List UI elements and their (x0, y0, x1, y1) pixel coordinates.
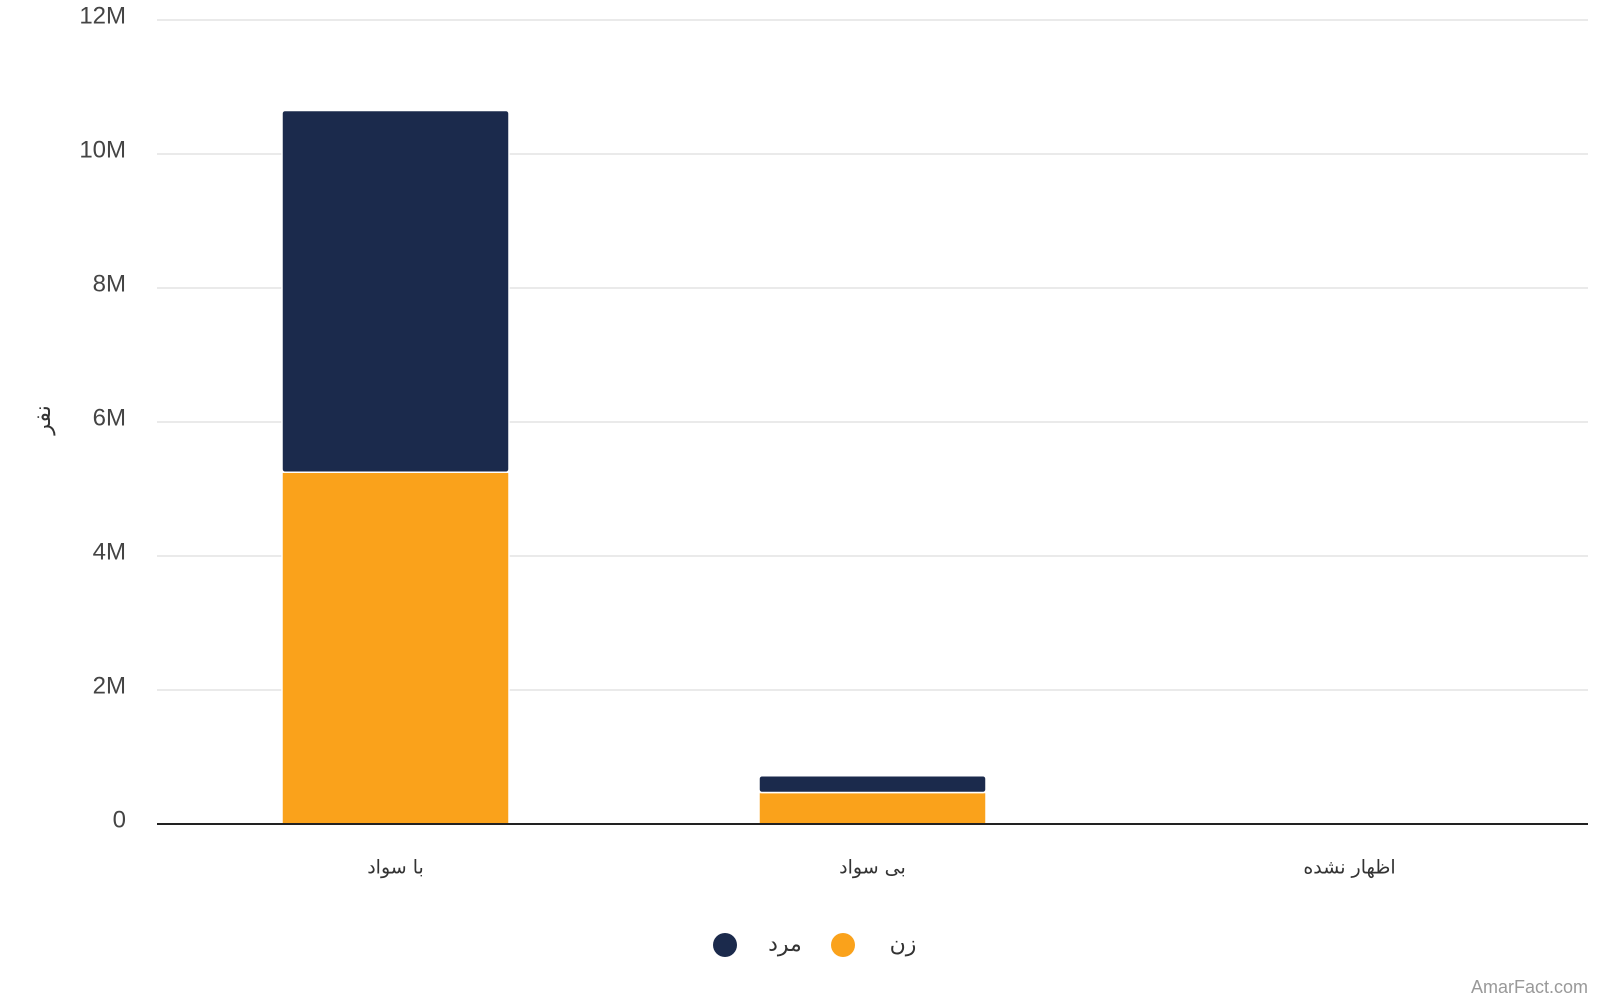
bar-segment (758, 775, 987, 794)
y-tick-label: 8M (93, 270, 126, 297)
y-tick-label: 4M (93, 538, 126, 565)
x-tick-label: بی سواد (839, 857, 906, 879)
legend-marker (831, 933, 855, 957)
y-tick-label: 2M (93, 672, 126, 699)
bar-segment (281, 109, 510, 473)
y-tick-label: 10M (79, 136, 126, 163)
bar-segment (758, 791, 987, 825)
legend-label: مرد (768, 932, 802, 957)
x-tick-label: اظهار نشده (1303, 857, 1395, 879)
y-axis-label: نفر (31, 405, 56, 435)
legend-marker (713, 933, 737, 957)
y-tick-label: 12M (79, 2, 126, 29)
y-tick-label: 6M (93, 404, 126, 431)
x-tick-label: با سواد (367, 857, 424, 879)
bar-segment (281, 471, 510, 825)
watermark: AmarFact.com (1471, 977, 1588, 997)
legend-label: زن (890, 932, 917, 957)
y-tick-label: 0 (113, 806, 126, 833)
